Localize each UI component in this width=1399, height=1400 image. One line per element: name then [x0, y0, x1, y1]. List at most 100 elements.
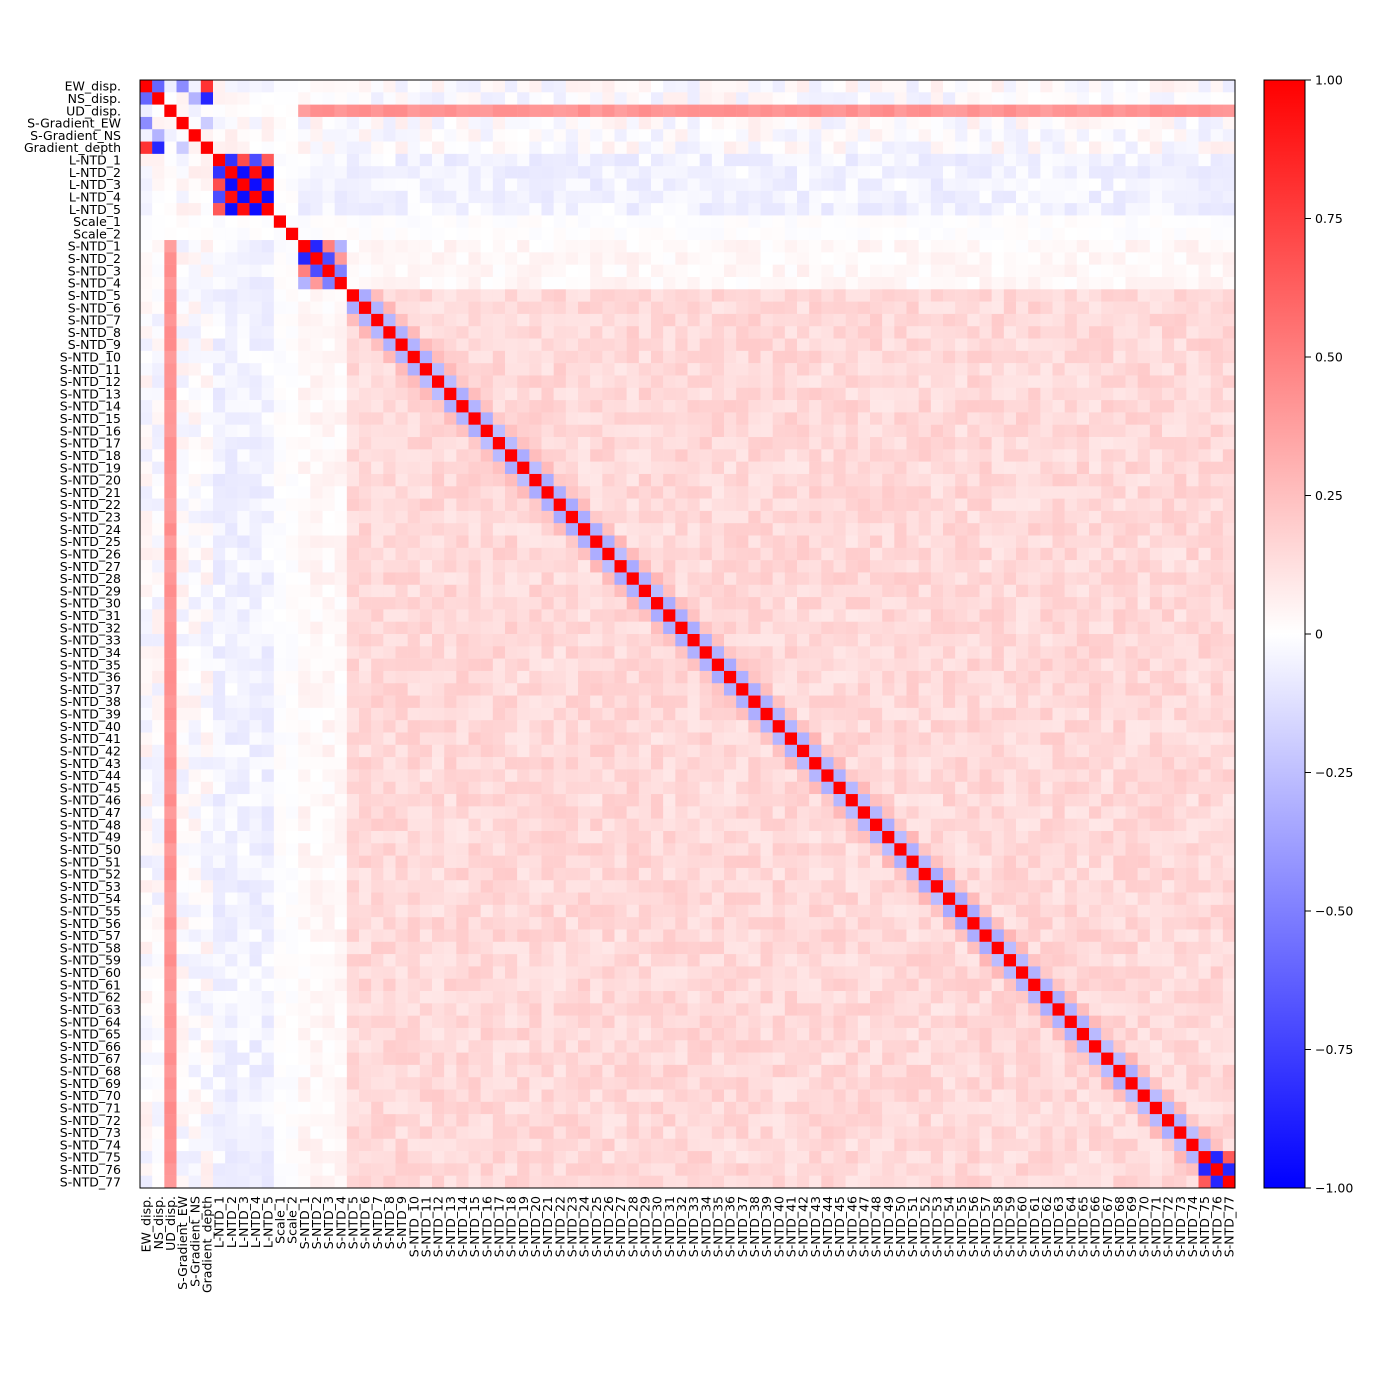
heatmap-cell	[541, 178, 554, 192]
heatmap-cell	[736, 326, 749, 339]
heatmap-cell	[1101, 646, 1114, 659]
heatmap-cell	[346, 473, 360, 487]
heatmap-cell	[480, 116, 494, 130]
heatmap-cell	[273, 301, 287, 315]
heatmap-cell	[334, 461, 348, 475]
heatmap-cell	[663, 153, 676, 167]
heatmap-cell	[797, 646, 810, 659]
heatmap-cell	[237, 190, 250, 204]
heatmap-cell	[529, 129, 542, 142]
heatmap-cell	[456, 227, 469, 241]
heatmap-cell	[322, 350, 335, 364]
heatmap-cell	[419, 363, 433, 376]
heatmap-cell	[833, 535, 846, 549]
heatmap-cell	[395, 437, 408, 450]
heatmap-cell	[626, 104, 640, 118]
heatmap-cell	[748, 547, 761, 561]
heatmap-cell	[1003, 80, 1017, 93]
heatmap-cell	[273, 473, 287, 487]
heatmap-cell	[1186, 116, 1199, 130]
heatmap-cell	[1125, 547, 1138, 561]
heatmap-cell	[1198, 104, 1211, 118]
heatmap-cell	[261, 301, 275, 315]
heatmap-cell	[492, 547, 506, 561]
heatmap-cell	[699, 461, 713, 475]
heatmap-cell	[188, 547, 202, 561]
heatmap-cell	[578, 683, 591, 696]
heatmap-cell	[492, 437, 506, 450]
heatmap-cell	[322, 338, 335, 352]
heatmap-cell	[784, 240, 798, 253]
heatmap-cell	[164, 276, 177, 290]
heatmap-cell	[492, 572, 506, 586]
heatmap-cell	[346, 646, 360, 659]
heatmap-cell	[1076, 276, 1090, 290]
heatmap-cell	[894, 400, 907, 413]
heatmap-cell	[1137, 560, 1151, 573]
heatmap-cell	[857, 572, 871, 586]
heatmap-cell	[237, 510, 250, 524]
heatmap-cell	[1198, 658, 1211, 672]
heatmap-cell	[943, 227, 956, 241]
heatmap-cell	[821, 301, 834, 315]
heatmap-cell	[334, 363, 348, 376]
heatmap-cell	[675, 289, 688, 302]
heatmap-cell	[1137, 473, 1151, 487]
heatmap-cell	[578, 338, 591, 352]
heatmap-cell	[249, 437, 262, 450]
heatmap-cell	[298, 523, 311, 536]
heatmap-cell	[310, 375, 323, 389]
heatmap-cell	[371, 178, 384, 192]
heatmap-cell	[845, 92, 859, 105]
heatmap-cell	[870, 350, 883, 364]
heatmap-cell	[687, 104, 700, 118]
heatmap-cell	[1113, 584, 1126, 598]
heatmap-cell	[505, 732, 518, 746]
heatmap-cell	[1174, 252, 1187, 265]
heatmap-cell	[529, 670, 542, 684]
heatmap-cell	[1113, 240, 1126, 253]
heatmap-cell	[711, 215, 725, 228]
heatmap-cell	[699, 683, 713, 696]
heatmap-cell	[225, 634, 238, 647]
heatmap-cell	[480, 203, 494, 216]
heatmap-cell	[346, 658, 360, 672]
heatmap-cell	[383, 80, 396, 93]
heatmap-cell	[991, 670, 1005, 684]
heatmap-cell	[505, 338, 518, 352]
heatmap-cell	[541, 350, 554, 364]
heatmap-cell	[261, 166, 275, 179]
heatmap-cell	[1028, 80, 1041, 93]
heatmap-cell	[371, 560, 384, 573]
heatmap-cell	[1076, 572, 1090, 586]
heatmap-cell	[152, 104, 165, 118]
heatmap-cell	[918, 732, 932, 746]
heatmap-cell	[310, 92, 323, 105]
heatmap-cell	[797, 584, 810, 598]
heatmap-cell	[1162, 141, 1175, 155]
heatmap-cell	[797, 535, 810, 549]
heatmap-cell	[1113, 227, 1126, 241]
heatmap-cell	[249, 572, 262, 586]
heatmap-cell	[1064, 338, 1078, 352]
heatmap-cell	[152, 203, 165, 216]
heatmap-cell	[407, 498, 421, 512]
heatmap-cell	[346, 116, 360, 130]
heatmap-cell	[602, 92, 615, 105]
heatmap-cell	[164, 116, 177, 130]
heatmap-cell	[1137, 510, 1151, 524]
heatmap-cell	[261, 572, 275, 586]
heatmap-cell	[517, 486, 530, 499]
heatmap-cell	[797, 634, 810, 647]
heatmap-cell	[1174, 412, 1187, 425]
heatmap-cell	[1125, 412, 1138, 425]
heatmap-cell	[492, 658, 506, 672]
heatmap-cell	[772, 190, 786, 204]
heatmap-cell	[249, 129, 262, 142]
heatmap-cell	[991, 720, 1005, 733]
heatmap-cell	[237, 203, 250, 216]
heatmap-cell	[419, 400, 433, 413]
heatmap-cell	[1137, 375, 1151, 389]
heatmap-cell	[614, 264, 627, 278]
heatmap-cell	[906, 129, 919, 142]
